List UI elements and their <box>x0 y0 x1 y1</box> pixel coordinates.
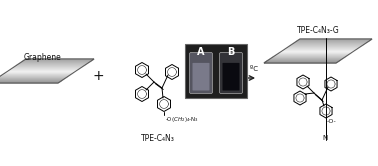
Bar <box>185 44 247 98</box>
Polygon shape <box>23 60 93 61</box>
Polygon shape <box>281 51 354 52</box>
Polygon shape <box>12 68 81 69</box>
Polygon shape <box>2 74 71 75</box>
Polygon shape <box>293 43 366 44</box>
Polygon shape <box>264 62 337 63</box>
Polygon shape <box>3 73 73 74</box>
FancyBboxPatch shape <box>192 63 209 90</box>
Polygon shape <box>0 82 59 83</box>
FancyBboxPatch shape <box>220 52 243 93</box>
Polygon shape <box>0 79 64 80</box>
Polygon shape <box>14 66 83 67</box>
Polygon shape <box>274 56 347 57</box>
Text: A: A <box>197 47 205 57</box>
Polygon shape <box>269 59 342 60</box>
Text: -O-: -O- <box>327 119 337 124</box>
Polygon shape <box>0 77 67 78</box>
Polygon shape <box>18 64 87 65</box>
Polygon shape <box>0 76 69 77</box>
Polygon shape <box>270 58 343 59</box>
Polygon shape <box>0 78 65 79</box>
Text: +: + <box>92 69 104 83</box>
FancyBboxPatch shape <box>189 52 212 93</box>
Polygon shape <box>291 44 365 45</box>
Polygon shape <box>297 40 371 41</box>
Polygon shape <box>20 62 89 63</box>
Polygon shape <box>0 80 63 81</box>
Polygon shape <box>294 42 367 43</box>
Polygon shape <box>6 72 75 73</box>
Polygon shape <box>289 45 363 46</box>
Text: B: B <box>227 47 235 57</box>
Polygon shape <box>276 54 349 55</box>
Polygon shape <box>295 41 369 42</box>
Text: -O$(CH_2)_4$-N$_3$: -O$(CH_2)_4$-N$_3$ <box>165 116 199 124</box>
Polygon shape <box>286 48 359 49</box>
Text: TPE-C₄N₃-G: TPE-C₄N₃-G <box>297 26 339 35</box>
Polygon shape <box>283 49 356 50</box>
Polygon shape <box>7 71 76 72</box>
Text: o-DCB, 110 ºC: o-DCB, 110 ºC <box>208 65 258 72</box>
Text: TPE-C₄N₃: TPE-C₄N₃ <box>141 134 175 143</box>
Polygon shape <box>271 57 344 58</box>
Polygon shape <box>0 81 60 82</box>
Polygon shape <box>277 53 350 54</box>
Polygon shape <box>8 70 77 71</box>
Polygon shape <box>25 59 94 60</box>
Polygon shape <box>15 65 84 66</box>
Polygon shape <box>280 52 353 53</box>
Polygon shape <box>265 61 338 62</box>
Polygon shape <box>288 46 361 47</box>
Polygon shape <box>19 63 88 64</box>
FancyBboxPatch shape <box>223 63 240 90</box>
Polygon shape <box>9 69 78 70</box>
Polygon shape <box>1 75 70 76</box>
Polygon shape <box>21 61 90 62</box>
Polygon shape <box>275 55 348 56</box>
Text: N: N <box>322 135 328 141</box>
Polygon shape <box>299 39 372 40</box>
Polygon shape <box>287 47 360 48</box>
Polygon shape <box>282 50 355 51</box>
Text: Graphene: Graphene <box>23 53 61 62</box>
Polygon shape <box>13 67 82 68</box>
Polygon shape <box>268 60 341 61</box>
